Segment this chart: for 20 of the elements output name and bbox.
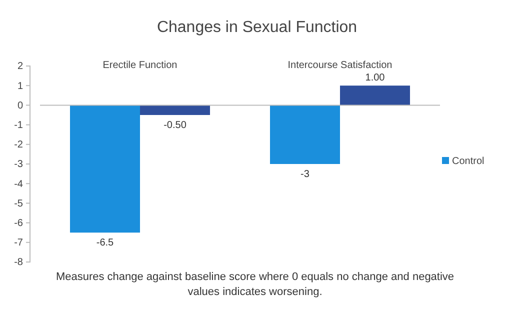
y-tick-label: -3: [14, 159, 24, 170]
legend-label: Control: [452, 156, 484, 167]
y-tick-label: -2: [14, 140, 24, 151]
y-tick-label: -7: [14, 238, 24, 249]
data-label: 1.00: [365, 72, 386, 84]
y-tick-label: -1: [14, 120, 24, 131]
x-tick-label: Erectile Function: [102, 60, 178, 71]
data-label: -6.5: [96, 238, 114, 249]
y-tick-label: 1: [17, 80, 24, 92]
chart-title: Changes in Sexual Function: [156, 19, 358, 36]
y-tick-label: 0: [17, 100, 24, 112]
y-tick-label: 2: [17, 61, 24, 72]
y-tick-label: -6: [14, 218, 24, 229]
data-label: -0.50: [164, 120, 187, 131]
text: Measures change against baseline score where 0 equals no change and negative values indicates worsening.: [56, 271, 454, 298]
y-tick-label: -4: [14, 178, 24, 190]
y-tick-label: -5: [14, 198, 24, 210]
data-label: -3: [300, 169, 310, 180]
x-tick-label: Intercourse Satisfaction: [288, 60, 392, 71]
y-tick-label: -8: [14, 257, 24, 268]
